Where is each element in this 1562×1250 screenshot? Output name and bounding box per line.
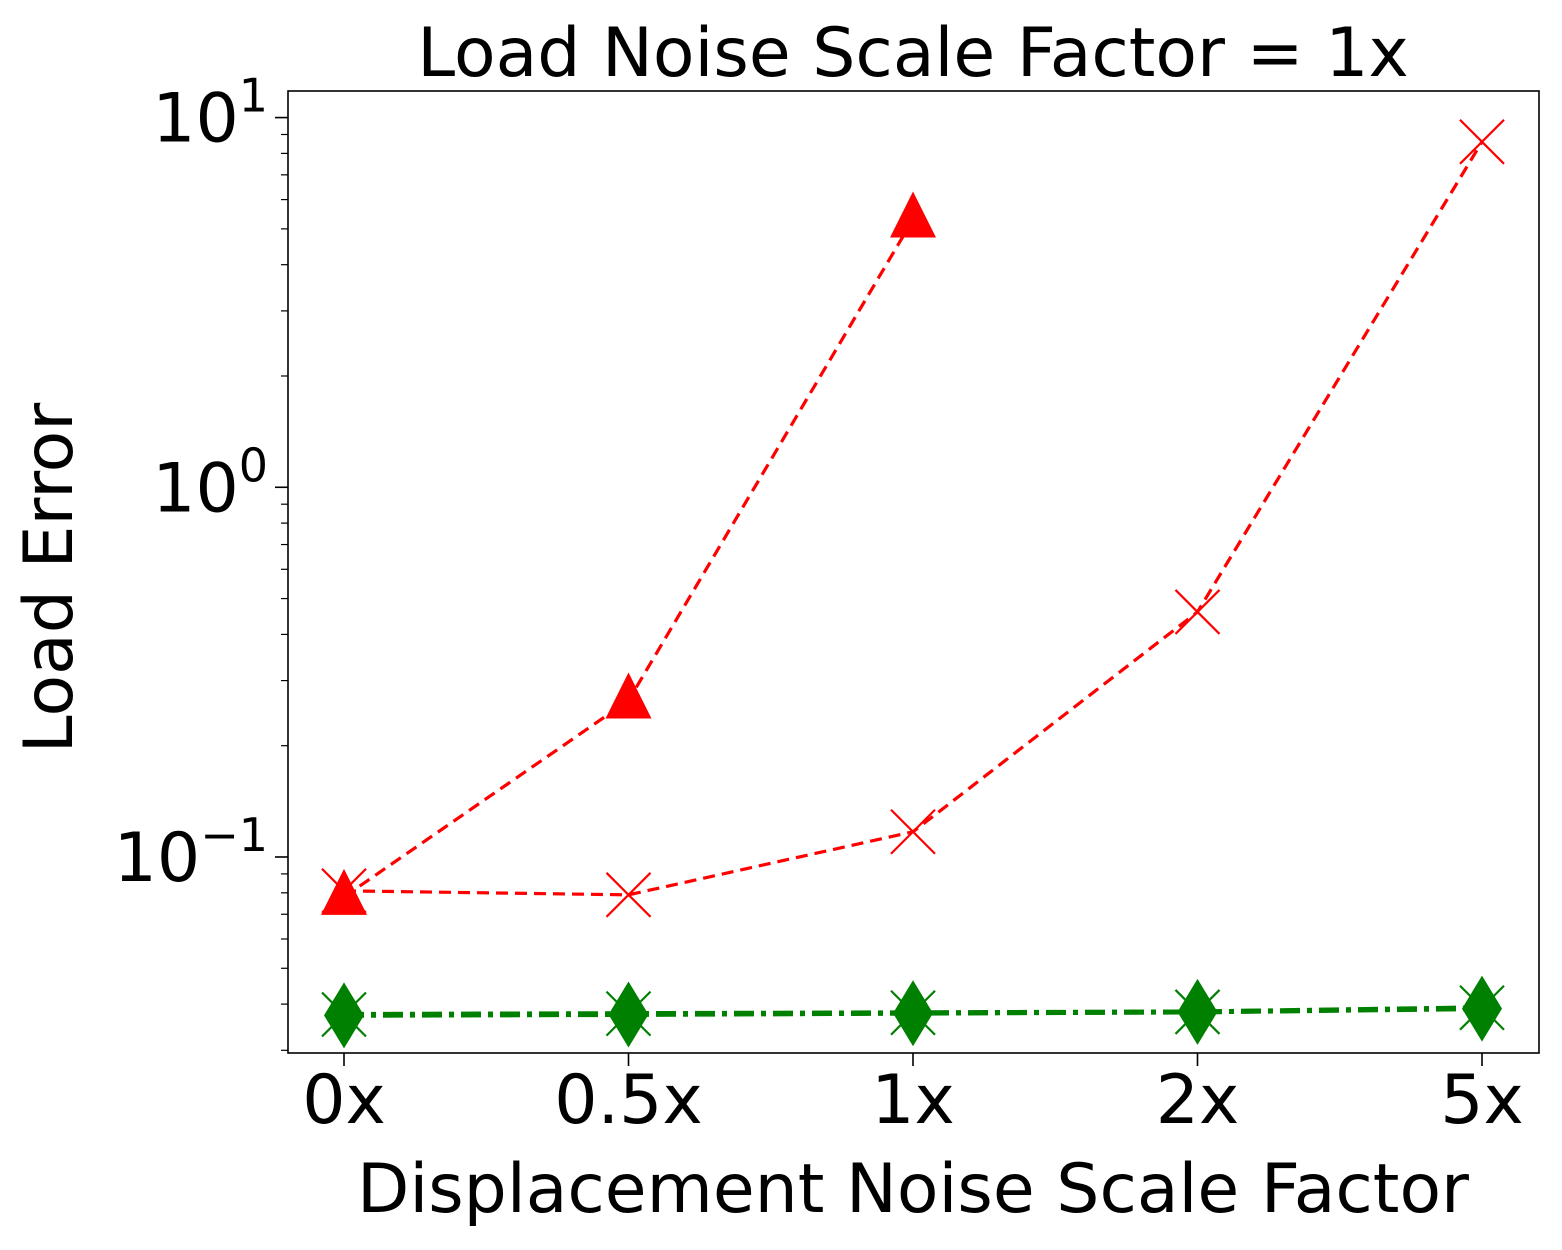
series-layer [321, 119, 1505, 1049]
data-point-x [890, 809, 936, 855]
series-red-x [321, 119, 1505, 918]
series-line [343, 1006, 1483, 1018]
data-point-diamond [1177, 978, 1218, 1045]
y-axis-label: Load Error [10, 403, 89, 754]
data-point-diamond [893, 980, 933, 1047]
y-tick-label: 10−1 [114, 808, 268, 898]
data-point-triangle [605, 672, 652, 719]
plot-area-frame [287, 90, 1540, 1054]
y-minor-ticks [281, 133, 288, 1051]
data-point-diamond [324, 982, 364, 1049]
data-point-triangle [890, 191, 936, 238]
data-point-diamond [1462, 975, 1502, 1042]
data-point-diamond [608, 981, 649, 1048]
x-tick-label: 5x [1440, 1061, 1524, 1140]
x-axis-label: Displacement Noise Scale Factor [357, 1150, 1469, 1229]
x-tick-label: 2x [1156, 1061, 1240, 1140]
y-tick-label: 100 [152, 438, 268, 528]
x-axis-ticks: 0x 0.5x 1x 2x 5x [302, 1053, 1524, 1140]
data-point-x [1459, 119, 1505, 165]
series-green-diamond [324, 975, 1502, 1049]
data-point-x [605, 872, 652, 918]
data-point-x [321, 868, 367, 914]
y-tick-label: 101 [152, 69, 268, 159]
y-major-ticks: 10−1 100 101 [114, 69, 288, 898]
x-tick-label: 1x [871, 1061, 955, 1140]
x-tick-label: 0x [302, 1061, 386, 1140]
data-point-x [1174, 589, 1221, 635]
chart-title: Load Noise Scale Factor = 1x [417, 14, 1408, 93]
x-tick-label: 0.5x [554, 1061, 702, 1140]
